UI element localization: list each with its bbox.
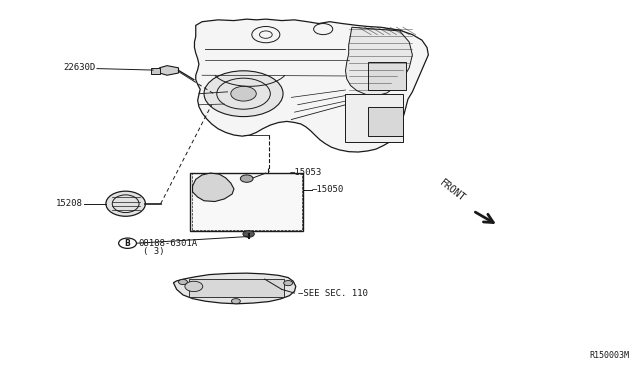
Text: 08188-6301A: 08188-6301A xyxy=(138,239,198,248)
Circle shape xyxy=(231,86,256,101)
Text: FRONT: FRONT xyxy=(438,177,467,203)
Bar xyxy=(190,173,303,231)
Circle shape xyxy=(243,231,254,237)
Circle shape xyxy=(185,281,203,292)
Text: 22630D: 22630D xyxy=(63,62,96,72)
Text: −15053: −15053 xyxy=(289,168,322,177)
Bar xyxy=(151,68,160,74)
Text: B: B xyxy=(125,239,131,248)
Text: ( 3): ( 3) xyxy=(143,247,164,256)
Bar xyxy=(189,279,284,297)
Polygon shape xyxy=(195,19,428,152)
Polygon shape xyxy=(159,65,179,75)
Polygon shape xyxy=(173,273,296,304)
Bar xyxy=(368,62,406,90)
Bar xyxy=(192,173,301,230)
Circle shape xyxy=(232,299,241,304)
Circle shape xyxy=(204,71,283,116)
Text: R150003M: R150003M xyxy=(589,351,629,360)
Polygon shape xyxy=(346,27,412,96)
Circle shape xyxy=(284,280,292,286)
Text: −15050: −15050 xyxy=(312,185,344,194)
Text: −SEE SEC. 110: −SEE SEC. 110 xyxy=(298,289,367,298)
Text: 15208: 15208 xyxy=(56,199,83,208)
Circle shape xyxy=(179,279,188,285)
Circle shape xyxy=(241,175,253,182)
Bar xyxy=(368,107,403,136)
Ellipse shape xyxy=(106,191,145,216)
Polygon shape xyxy=(193,173,234,202)
Bar xyxy=(346,94,403,142)
